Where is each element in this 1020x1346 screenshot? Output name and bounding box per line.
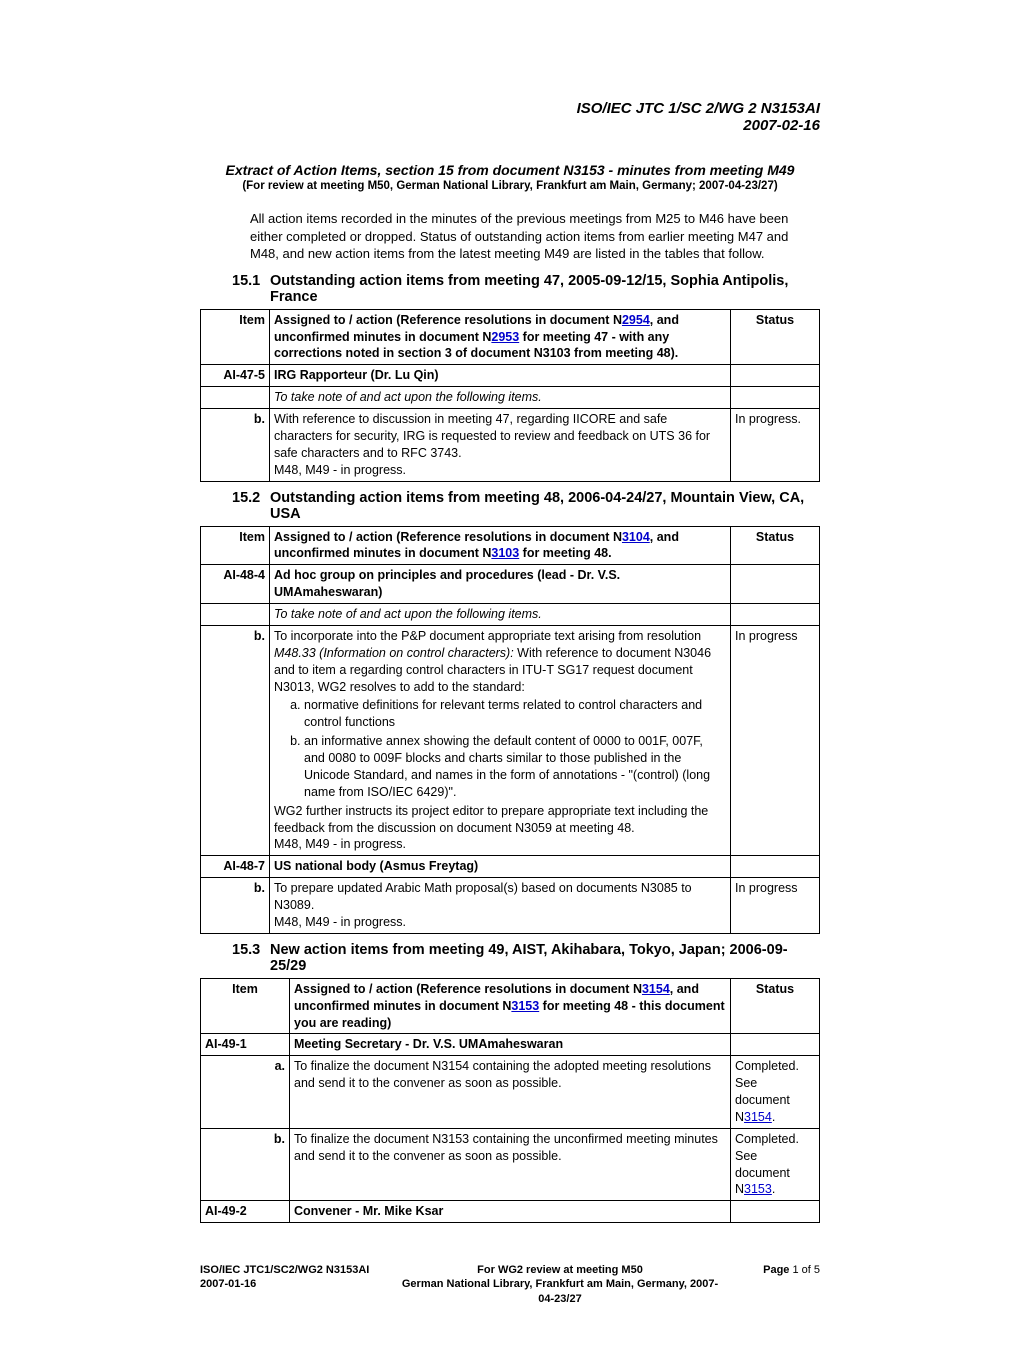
item-id bbox=[201, 387, 270, 409]
footer-doc-id: ISO/IEC JTC1/SC2/WG2 N3153AI bbox=[200, 1263, 400, 1277]
section-heading-15-1: 15.1Outstanding action items from meetin… bbox=[270, 273, 820, 305]
table-row: b. To prepare updated Arabic Math propos… bbox=[201, 878, 820, 934]
table-row: AI-49-1 Meeting Secretary - Dr. V.S. UMA… bbox=[201, 1034, 820, 1056]
status-cell bbox=[731, 565, 820, 604]
action-text: Convener - Mr. Mike Ksar bbox=[290, 1201, 731, 1223]
status-cell: In progress bbox=[731, 625, 820, 855]
table-row: AI-48-4 Ad hoc group on principles and p… bbox=[201, 565, 820, 604]
action-table-15-2: Item Assigned to / action (Reference res… bbox=[200, 526, 820, 934]
table-row: To take note of and act upon the followi… bbox=[201, 604, 820, 626]
doc-link[interactable]: 3153 bbox=[744, 1182, 772, 1196]
status-cell bbox=[731, 856, 820, 878]
footer-date: 2007-01-16 bbox=[200, 1277, 400, 1306]
col-action-header: Assigned to / action (Reference resoluti… bbox=[270, 309, 731, 365]
footer-mid: For WG2 review at meeting M50 bbox=[400, 1263, 720, 1277]
footer-blank bbox=[720, 1277, 820, 1306]
document-header: ISO/IEC JTC 1/SC 2/WG 2 N3153AI 2007-02-… bbox=[200, 100, 820, 134]
section-title: Outstanding action items from meeting 47… bbox=[270, 273, 788, 305]
section-title: New action items from meeting 49, AIST, … bbox=[270, 942, 788, 974]
section-heading-15-2: 15.2Outstanding action items from meetin… bbox=[270, 490, 820, 522]
doc-link[interactable]: 2954 bbox=[622, 313, 650, 327]
table-row: AI-48-7 US national body (Asmus Freytag) bbox=[201, 856, 820, 878]
action-text: Meeting Secretary - Dr. V.S. UMAmaheswar… bbox=[290, 1034, 731, 1056]
list-item: an informative annex showing the default… bbox=[304, 733, 726, 801]
col-item-header: Item bbox=[201, 309, 270, 365]
item-id: AI-48-4 bbox=[201, 565, 270, 604]
footer-page-num: Page 1 of 5 bbox=[720, 1263, 820, 1277]
table-row: AI-49-2 Convener - Mr. Mike Ksar bbox=[201, 1201, 820, 1223]
col-action-header: Assigned to / action (Reference resoluti… bbox=[270, 526, 731, 565]
document-title: Extract of Action Items, section 15 from… bbox=[200, 162, 820, 178]
item-id: a. bbox=[201, 1056, 290, 1129]
action-text: US national body (Asmus Freytag) bbox=[270, 856, 731, 878]
table-row: b. To finalize the document N3153 contai… bbox=[201, 1128, 820, 1201]
table-row: a. To finalize the document N3154 contai… bbox=[201, 1056, 820, 1129]
sub-list: normative definitions for relevant terms… bbox=[304, 697, 726, 800]
intro-paragraph: All action items recorded in the minutes… bbox=[250, 210, 820, 263]
section-number: 15.3 bbox=[232, 942, 270, 958]
action-text: To finalize the document N3153 containin… bbox=[290, 1128, 731, 1201]
list-item: normative definitions for relevant terms… bbox=[304, 697, 726, 731]
page-footer: ISO/IEC JTC1/SC2/WG2 N3153AI For WG2 rev… bbox=[200, 1263, 820, 1306]
table-row: b. To incorporate into the P&P document … bbox=[201, 625, 820, 855]
status-cell: In progress. bbox=[731, 409, 820, 482]
doc-link[interactable]: 3154 bbox=[642, 982, 670, 996]
item-id bbox=[201, 604, 270, 626]
section-heading-15-3: 15.3New action items from meeting 49, AI… bbox=[270, 942, 820, 974]
doc-link[interactable]: 3104 bbox=[622, 530, 650, 544]
table-row: AI-47-5 IRG Rapporteur (Dr. Lu Qin) bbox=[201, 365, 820, 387]
action-text: Ad hoc group on principles and procedure… bbox=[270, 565, 731, 604]
table-row: To take note of and act upon the followi… bbox=[201, 387, 820, 409]
doc-link[interactable]: 3153 bbox=[511, 999, 539, 1013]
item-id: b. bbox=[201, 1128, 290, 1201]
col-item-header: Item bbox=[201, 526, 270, 565]
status-cell bbox=[731, 1201, 820, 1223]
action-text: To prepare updated Arabic Math proposal(… bbox=[270, 878, 731, 934]
table-header-row: Item Assigned to / action (Reference res… bbox=[201, 978, 820, 1034]
status-cell bbox=[731, 604, 820, 626]
action-text: To take note of and act upon the followi… bbox=[270, 387, 731, 409]
col-status-header: Status bbox=[731, 309, 820, 365]
status-cell bbox=[731, 365, 820, 387]
item-id: AI-49-2 bbox=[201, 1201, 290, 1223]
status-cell bbox=[731, 387, 820, 409]
action-text: To take note of and act upon the followi… bbox=[270, 604, 731, 626]
col-status-header: Status bbox=[731, 978, 820, 1034]
action-text: With reference to discussion in meeting … bbox=[270, 409, 731, 482]
action-text: To finalize the document N3154 containin… bbox=[290, 1056, 731, 1129]
section-title: Outstanding action items from meeting 48… bbox=[270, 490, 804, 522]
table-header-row: Item Assigned to / action (Reference res… bbox=[201, 526, 820, 565]
item-id: AI-48-7 bbox=[201, 856, 270, 878]
action-table-15-1: Item Assigned to / action (Reference res… bbox=[200, 309, 820, 482]
footer-row: ISO/IEC JTC1/SC2/WG2 N3153AI For WG2 rev… bbox=[200, 1263, 820, 1277]
item-id: AI-47-5 bbox=[201, 365, 270, 387]
status-cell: Completed. See document N3153. bbox=[731, 1128, 820, 1201]
document-page: ISO/IEC JTC 1/SC 2/WG 2 N3153AI 2007-02-… bbox=[100, 0, 920, 1346]
status-cell bbox=[731, 1034, 820, 1056]
action-text: To incorporate into the P&P document app… bbox=[270, 625, 731, 855]
doc-link[interactable]: 2953 bbox=[491, 330, 519, 344]
item-id: AI-49-1 bbox=[201, 1034, 290, 1056]
item-id: b. bbox=[201, 409, 270, 482]
col-item-header: Item bbox=[201, 978, 290, 1034]
status-cell: In progress bbox=[731, 878, 820, 934]
document-subtitle: (For review at meeting M50, German Natio… bbox=[200, 180, 820, 192]
col-action-header: Assigned to / action (Reference resoluti… bbox=[290, 978, 731, 1034]
table-header-row: Item Assigned to / action (Reference res… bbox=[201, 309, 820, 365]
section-number: 15.1 bbox=[232, 273, 270, 289]
item-id: b. bbox=[201, 878, 270, 934]
doc-link[interactable]: 3154 bbox=[744, 1110, 772, 1124]
doc-id: ISO/IEC JTC 1/SC 2/WG 2 N3153AI bbox=[200, 100, 820, 117]
action-table-15-3: Item Assigned to / action (Reference res… bbox=[200, 978, 820, 1223]
col-status-header: Status bbox=[731, 526, 820, 565]
doc-link[interactable]: 3103 bbox=[491, 546, 519, 560]
action-text: IRG Rapporteur (Dr. Lu Qin) bbox=[270, 365, 731, 387]
section-number: 15.2 bbox=[232, 490, 270, 506]
table-row: b. With reference to discussion in meeti… bbox=[201, 409, 820, 482]
footer-row: 2007-01-16 German National Library, Fran… bbox=[200, 1277, 820, 1306]
doc-date: 2007-02-16 bbox=[200, 117, 820, 134]
status-cell: Completed. See document N3154. bbox=[731, 1056, 820, 1129]
item-id: b. bbox=[201, 625, 270, 855]
footer-location: German National Library, Frankfurt am Ma… bbox=[400, 1277, 720, 1306]
